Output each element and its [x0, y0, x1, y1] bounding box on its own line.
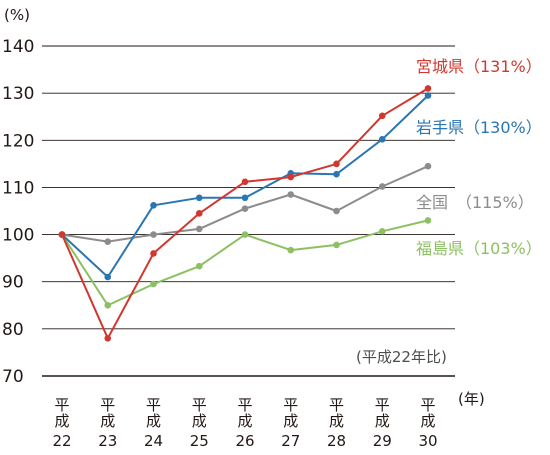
data-point	[333, 160, 340, 168]
x-tick-label-era-char: 平	[375, 396, 390, 414]
data-point	[195, 210, 203, 217]
x-tick-label-era-char: 成	[375, 412, 390, 430]
y-tick-label: 90	[2, 273, 24, 293]
x-tick-label-group: 平成 22	[52, 396, 71, 450]
x-tick-label-year: 29	[373, 432, 392, 450]
data-point	[424, 162, 432, 170]
x-tick-label-group: 平成 24	[144, 396, 163, 450]
data-point	[150, 202, 157, 209]
x-tick-label-era-char: 平	[54, 396, 69, 414]
x-tick-label-year: 27	[281, 432, 300, 450]
y-tick-label: 130	[2, 84, 34, 104]
data-point	[378, 227, 386, 235]
x-tick-label-era-char: 平	[146, 396, 161, 414]
x-tick-label-group: 平成 23	[98, 396, 117, 450]
y-tick-label: 70	[2, 367, 24, 387]
data-point	[241, 178, 249, 186]
x-tick-label-era-char: 平	[283, 396, 298, 414]
data-point	[333, 241, 340, 249]
data-point	[195, 262, 203, 270]
series-label-2: 全国 （115%）	[416, 193, 534, 212]
y-tick-label: 140	[2, 37, 34, 57]
data-point	[104, 273, 112, 281]
series-label-1: 岩手県（130%）	[416, 118, 542, 137]
data-point	[150, 250, 157, 257]
x-tick-label-era-char: 成	[329, 412, 344, 430]
data-point	[378, 183, 386, 190]
series-label-0: 宮城県（131%）	[416, 57, 542, 76]
y-tick-label: 110	[2, 178, 34, 198]
data-point	[195, 194, 203, 202]
y-axis-unit-label: (%)	[4, 6, 30, 24]
x-tick-label-era-char: 成	[283, 412, 298, 430]
data-point	[424, 217, 432, 224]
x-tick-label-era-char: 成	[192, 412, 207, 430]
data-point	[424, 85, 432, 92]
series-line-1	[61, 94, 429, 278]
baseline-note: (平成22年比)	[356, 348, 447, 366]
x-tick-label-year: 23	[98, 432, 117, 450]
data-point	[58, 231, 66, 238]
x-tick-label-group: 平成 28	[327, 396, 346, 450]
data-point	[104, 301, 112, 309]
y-tick-label: 80	[2, 320, 24, 340]
x-axis-unit-label: (年)	[458, 390, 485, 408]
data-point	[104, 334, 112, 342]
data-point	[241, 205, 249, 212]
series-line-2	[61, 165, 429, 243]
data-point	[104, 238, 112, 245]
x-tick-label-era-char: 平	[420, 396, 435, 414]
data-point	[378, 136, 386, 143]
x-tick-label-era-char: 成	[146, 412, 161, 430]
x-tick-label-era-char: 成	[100, 412, 115, 430]
x-tick-label-year: 30	[418, 432, 437, 450]
x-tick-label-era-char: 成	[420, 412, 435, 430]
data-point	[241, 194, 249, 202]
x-tick-label-era-char: 平	[100, 396, 115, 414]
x-tick-label-group: 平成 26	[235, 396, 254, 450]
data-point	[150, 280, 157, 288]
x-tick-label-group: 平成 30	[418, 396, 437, 450]
data-point	[287, 173, 295, 181]
y-tick-label: 100	[2, 226, 34, 246]
x-tick-label-era-char: 平	[192, 396, 207, 414]
data-points-layer	[58, 85, 432, 342]
data-point	[333, 170, 340, 178]
series-lines-layer	[61, 87, 429, 340]
x-tick-label-year: 28	[327, 432, 346, 450]
data-point	[424, 92, 432, 99]
x-tick-label-year: 24	[144, 432, 163, 450]
data-point	[241, 231, 249, 238]
x-tick-label-year: 22	[52, 432, 71, 450]
x-tick-label-era-char: 成	[237, 412, 252, 430]
data-point	[195, 225, 203, 233]
x-tick-label-group: 平成 29	[373, 396, 392, 450]
x-tick-label-era-char: 平	[329, 396, 344, 414]
data-point	[333, 207, 340, 215]
x-tick-label-group: 平成 27	[281, 396, 300, 450]
x-tick-label-group: 平成 25	[190, 396, 209, 450]
x-tick-label-year: 25	[190, 432, 209, 450]
data-point	[378, 112, 386, 120]
data-point	[287, 246, 295, 254]
data-point	[287, 191, 295, 198]
grid-layer	[42, 45, 455, 377]
series-label-3: 福島県（103%）	[416, 239, 542, 258]
x-tick-label-era-char: 平	[237, 396, 252, 414]
text-layer: (%) (年) (平成22年比) 708090100110120130140平成…	[2, 6, 542, 450]
x-tick-label-year: 26	[235, 432, 254, 450]
x-tick-label-era-char: 成	[54, 412, 69, 430]
y-tick-label: 120	[2, 131, 34, 151]
data-point	[150, 231, 157, 238]
